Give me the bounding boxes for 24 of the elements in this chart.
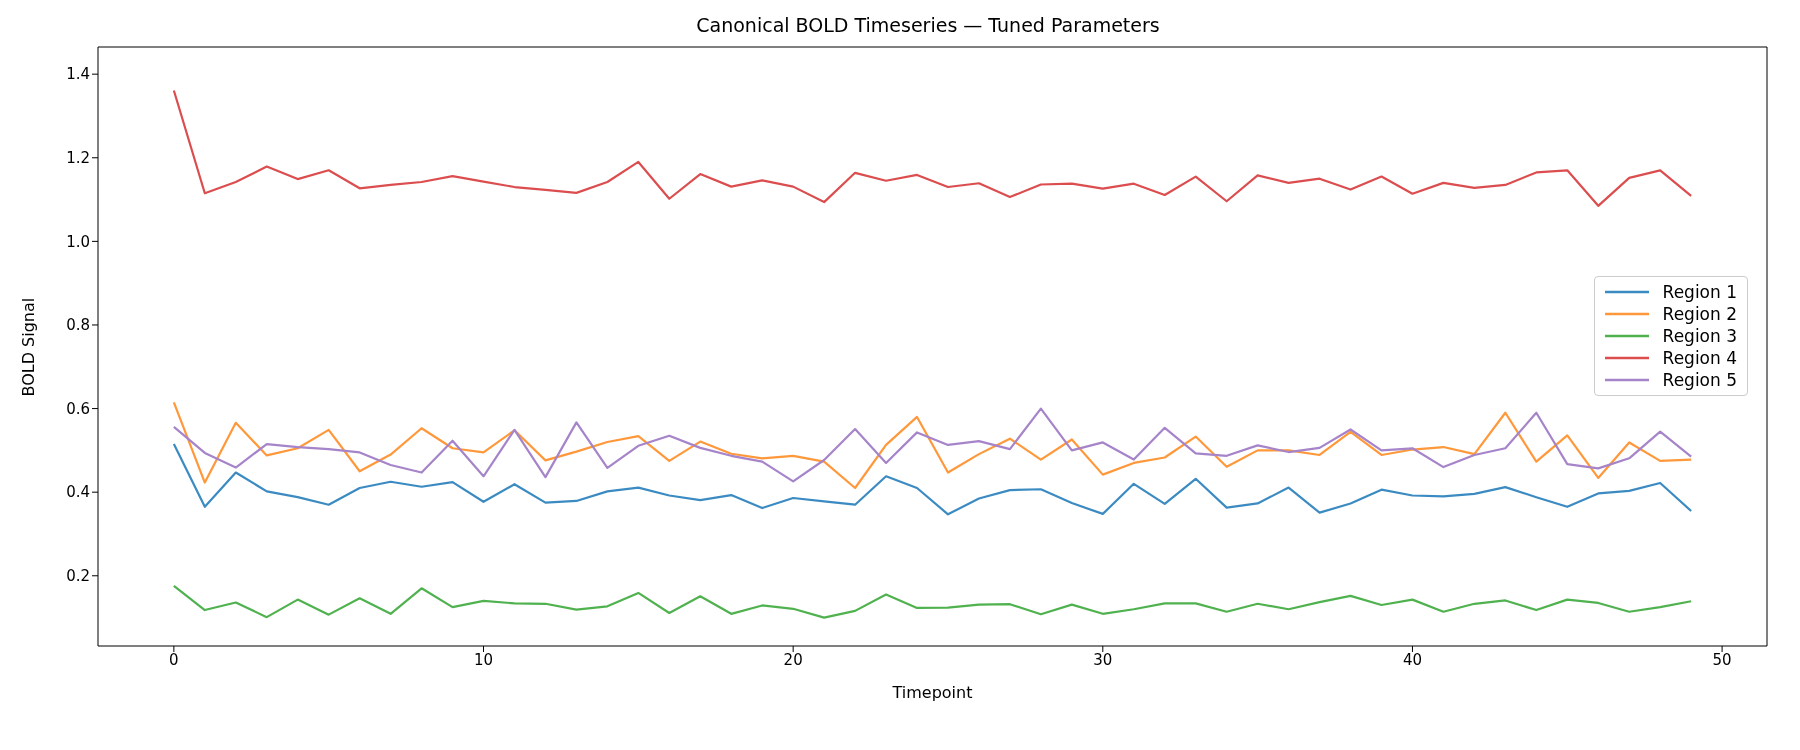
x-tick-label: 30 xyxy=(1093,650,1113,669)
legend-label: Region 3 xyxy=(1662,326,1737,346)
legend-label: Region 2 xyxy=(1662,304,1737,324)
x-tick-label: 50 xyxy=(1712,650,1732,669)
y-tick-label: 1.2 xyxy=(66,149,90,168)
legend-label: Region 4 xyxy=(1662,348,1737,368)
x-tick-label: 20 xyxy=(783,650,803,669)
line-series xyxy=(172,89,1693,207)
x-tick-label: 40 xyxy=(1402,650,1422,669)
chart-title: Canonical BOLD Timeseries — Tuned Parameters xyxy=(695,14,1161,36)
x-tick-label: 10 xyxy=(473,650,494,669)
y-tick-label: 0.2 xyxy=(66,567,90,586)
y-tick-label: 1.0 xyxy=(66,232,90,251)
y-tick-label: 1.4 xyxy=(66,65,90,84)
y-axis-title: BOLD Signal xyxy=(18,297,38,397)
line-series xyxy=(172,584,1693,619)
y-tick-label: 0.8 xyxy=(66,316,90,335)
y-tick-label: 0.6 xyxy=(66,399,90,418)
x-axis-title: Timepoint xyxy=(891,683,973,702)
legend-label: Region 1 xyxy=(1662,282,1737,302)
legend-label: Region 5 xyxy=(1662,370,1737,390)
line-series xyxy=(172,443,1693,516)
x-tick-label: 0 xyxy=(169,650,179,669)
y-tick-label: 0.4 xyxy=(66,483,90,502)
